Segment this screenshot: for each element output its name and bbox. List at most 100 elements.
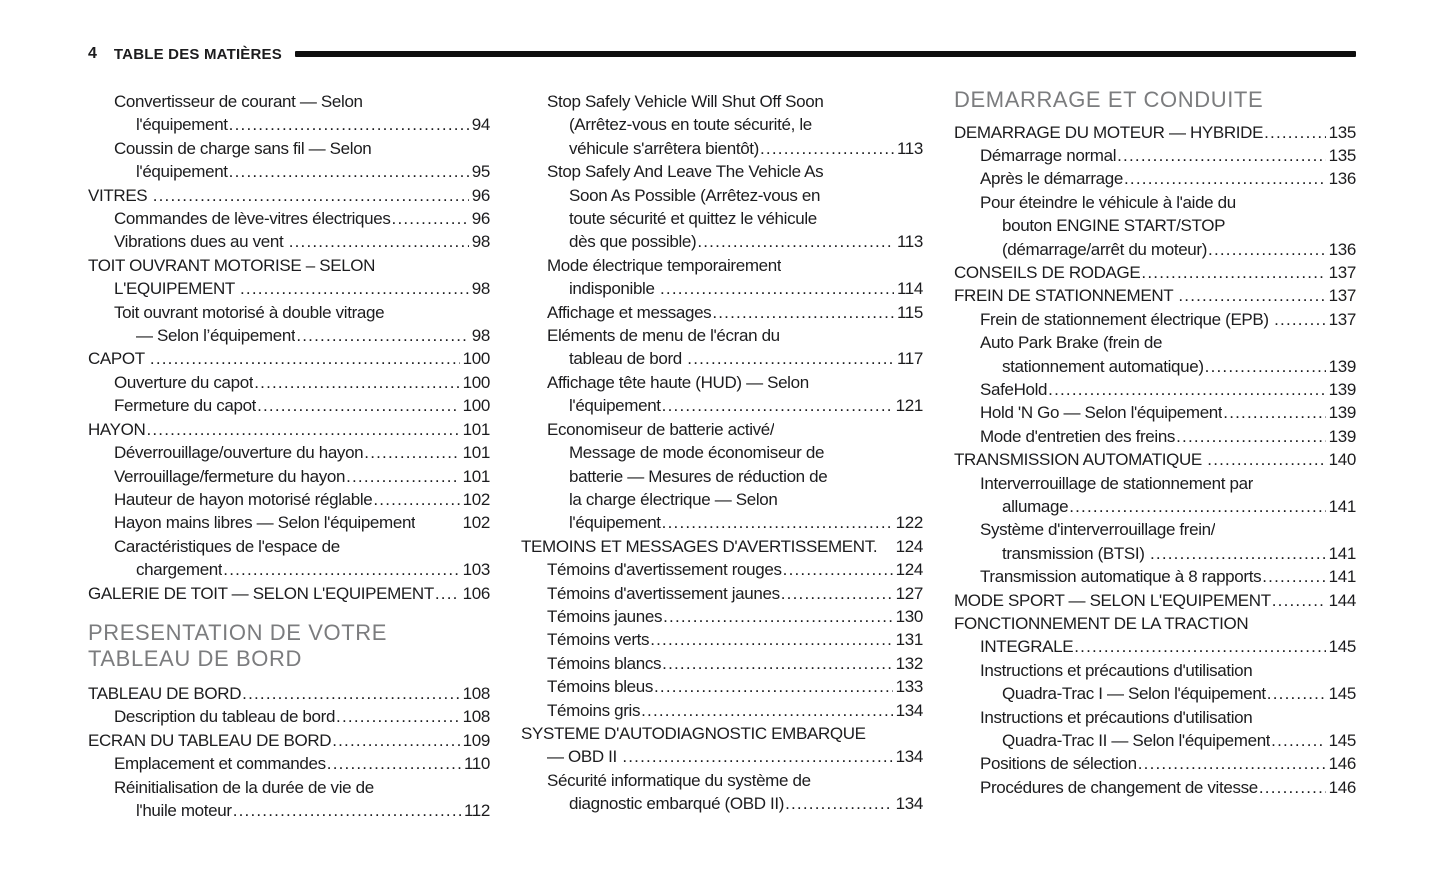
toc-line: Procédures de changement de vitesse 146	[954, 776, 1356, 799]
toc-page-number: 136	[1328, 169, 1357, 189]
toc-page-number: 134	[895, 747, 924, 767]
toc-line: dès que possible) 113	[521, 230, 923, 253]
toc-leader-dots	[153, 184, 469, 207]
toc-line: bouton ENGINE START/STOP	[954, 214, 1356, 237]
toc-line: Hayon mains libres — Selon l'équipement 1…	[88, 511, 490, 534]
toc-entry-text: Hold 'N Go — Selon l'équipement	[980, 403, 1223, 423]
toc-line: Mode électrique temporairement	[521, 254, 923, 277]
toc-line: Hauteur de hayon motorisé réglable 102	[88, 488, 490, 511]
toc-line: stationnement automatique) 139	[954, 355, 1356, 378]
toc-line: TEMOINS ET MESSAGES D'AVERTISSEMENT. 124	[521, 535, 923, 558]
toc-entry-text: — Selon l’équipement	[136, 326, 296, 346]
toc-leader-dots	[336, 705, 460, 728]
toc-line: Toit ouvrant motorisé à double vitrage	[88, 301, 490, 324]
toc-leader-dots	[1117, 144, 1326, 167]
toc-entry-text: Quadra-Trac II — Selon l'équipement	[1002, 731, 1271, 751]
toc-page-number: 96	[471, 185, 491, 205]
toc-page-number: 98	[471, 232, 491, 252]
toc-page-number: 133	[895, 677, 924, 697]
toc-page-number: 137	[1328, 286, 1357, 306]
toc-leader-dots	[254, 371, 459, 394]
toc-entry-text: Affichage tête haute (HUD) — Selon	[547, 372, 809, 392]
toc-entry-text: Procédures de changement de vitesse	[980, 777, 1258, 797]
toc-entry-text: L'EQUIPEMENT	[114, 279, 239, 299]
toc-line: Affichage tête haute (HUD) — Selon	[521, 371, 923, 394]
toc-page-number: 139	[1328, 426, 1357, 446]
toc-leader-dots	[257, 394, 460, 417]
toc-leader-dots	[654, 675, 893, 698]
toc-line: chargement 103	[88, 558, 490, 581]
toc-entry-text: Mode électrique temporairement	[547, 255, 782, 275]
toc-entry-text: Emplacement et commandes	[114, 754, 326, 774]
toc-entry-text: (Arrêtez-vous en toute sécurité, le	[569, 115, 812, 135]
toc-leader-dots	[435, 582, 460, 605]
header-rule	[294, 51, 1356, 57]
toc-line: Soon As Possible (Arrêtez-vous en	[521, 184, 923, 207]
toc-columns: Convertisseur de courant — Selon l'équipe…	[88, 87, 1357, 822]
toc-page-number: 100	[462, 372, 491, 392]
toc-line: Déverrouillage/ouverture du hayon 101	[88, 441, 490, 464]
toc-line: Démarrage normal 135	[954, 144, 1356, 167]
toc-page-number: 136	[1328, 239, 1357, 259]
toc-line: Affichage et messages 115	[521, 301, 923, 324]
toc-leader-dots	[1178, 284, 1325, 307]
toc-page-number: 100	[462, 396, 491, 416]
toc-page-number: 137	[1328, 262, 1357, 282]
toc-page-number: 114	[896, 279, 923, 299]
toc-entry-text: Eléments de menu de l'écran du	[547, 326, 780, 346]
toc-leader-dots	[785, 792, 893, 815]
toc-page-number: 113	[896, 232, 923, 252]
toc-leader-dots	[364, 441, 459, 464]
toc-column: Stop Safely Vehicle Will Shut Off Soon (A…	[521, 90, 923, 822]
toc-entry-text: Coussin de charge sans fil — Selon	[114, 138, 372, 158]
toc-entry-text: Instructions et précautions d'utilisatio…	[980, 707, 1253, 727]
toc-line: GALERIE DE TOIT — SELON L'EQUIPEMENT 106	[88, 582, 490, 605]
toc-line: diagnostic embarqué (OBD II) 134	[521, 792, 923, 815]
toc-leader-dots	[332, 729, 459, 752]
toc-entry-text: Témoins bleus	[547, 677, 653, 697]
toc-line: Positions de sélection 146	[954, 752, 1356, 775]
toc-page-number: 135	[1328, 145, 1357, 165]
toc-entry-text: l'huile moteur	[136, 800, 232, 820]
toc-page-number: 117	[896, 349, 923, 369]
toc-entry-text: Frein de stationnement électrique (EPB)	[980, 309, 1274, 329]
toc-page-number: 137	[1328, 309, 1357, 329]
toc-page-number: 98	[471, 279, 491, 299]
toc-line: Frein de stationnement électrique (EPB) …	[954, 308, 1356, 331]
toc-leader-dots	[662, 652, 893, 675]
toc-leader-dots	[296, 324, 468, 347]
toc-line: TOIT OUVRANT MOTORISE – SELON	[88, 254, 490, 277]
toc-entry-text: — OBD II	[547, 747, 622, 767]
toc-entry-text: l'équipement	[569, 513, 661, 533]
toc-line: Stop Safely And Leave The Vehicle As	[521, 160, 923, 183]
toc-leader-dots	[289, 230, 469, 253]
toc-leader-dots	[1048, 378, 1326, 401]
toc-leader-dots	[1124, 167, 1326, 190]
toc-entry-text: CAPOT	[88, 349, 149, 369]
toc-line: allumage 141	[954, 495, 1356, 518]
toc-entry-text: Pour éteindre le véhicule à l'aide du	[980, 192, 1236, 212]
toc-line: SYSTEME D'AUTODIAGNOSTIC EMBARQUE	[521, 722, 923, 745]
toc-leader-dots	[622, 745, 892, 768]
toc-leader-dots	[1138, 752, 1326, 775]
toc-leader-dots	[1223, 401, 1325, 424]
toc-leader-dots	[233, 799, 461, 822]
toc-entry-text: Message de mode économiseur de	[569, 443, 825, 463]
toc-page-number: 94	[471, 115, 491, 135]
toc-leader-dots	[1274, 308, 1326, 331]
toc-line: la charge électrique — Selon	[521, 488, 923, 511]
toc-page-number: 145	[1328, 637, 1357, 657]
toc-line: — OBD II 134	[521, 745, 923, 768]
toc-line: Témoins blancs 132	[521, 652, 923, 675]
toc-page-number: 115	[896, 302, 923, 322]
toc-line: ECRAN DU TABLEAU DE BORD 109	[88, 729, 490, 752]
toc-line: Instructions et précautions d'utilisatio…	[954, 659, 1356, 682]
toc-page-number: 102	[462, 513, 491, 533]
toc-line: Message de mode économiseur de	[521, 441, 923, 464]
toc-page-number: 146	[1328, 754, 1357, 774]
toc-entry-text: Description du tableau de bord	[114, 707, 336, 727]
toc-page-number: 141	[1328, 497, 1357, 516]
toc-column: DEMARRAGE ET CONDUITE DEMARRAGE DU MOTEUR…	[954, 87, 1357, 822]
toc-line: Transmission automatique à 8 rapports 141	[954, 565, 1356, 588]
toc-entry-text: TOIT OUVRANT MOTORISE – SELON	[88, 255, 376, 275]
